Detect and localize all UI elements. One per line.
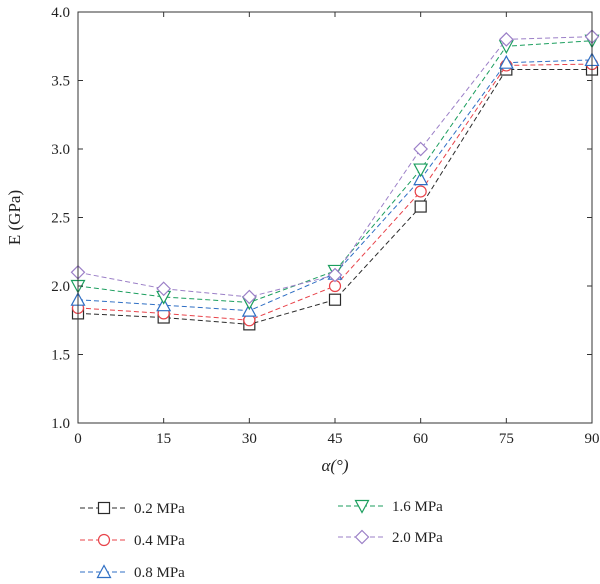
legend-marker: [96, 564, 112, 579]
y-tick-label: 3.5: [51, 74, 70, 90]
legend-marker: [354, 499, 370, 514]
data-point: [498, 54, 514, 69]
legend-label: 1.6 MPa: [392, 499, 443, 515]
data-point: [413, 163, 429, 178]
legend-marker: [354, 529, 370, 545]
y-tick-label: 2.5: [51, 211, 70, 227]
legend-label: 2.0 MPa: [392, 530, 443, 546]
y-tick-label: 1.5: [51, 348, 70, 364]
plot-frame: [77, 11, 593, 424]
data-point: [328, 293, 342, 306]
legend-item: 2.0 MPa: [338, 529, 443, 546]
legend-item: 0.2 MPa: [80, 501, 185, 517]
legend-label: 0.8 MPa: [134, 565, 185, 581]
y-tick-label: 4.0: [51, 5, 70, 21]
legend: 0.2 MPa 0.4 MPa 0.8 MPa 1.6 MPa 2.0 MPa: [80, 499, 443, 581]
y-tick-label: 3.0: [51, 142, 70, 158]
x-axis-label: α(°): [321, 456, 348, 475]
legend-item: 0.4 MPa: [80, 533, 185, 549]
legend-marker: [97, 501, 111, 515]
series-line: [77, 40, 593, 303]
legend-item: 1.6 MPa: [338, 499, 443, 515]
legend-label: 0.4 MPa: [134, 533, 185, 549]
data-point: [413, 141, 429, 157]
x-tick-label: 60: [413, 431, 428, 447]
x-tick-label: 45: [328, 431, 343, 447]
data-point: [498, 32, 514, 47]
data-point: [414, 200, 427, 213]
data-point: [327, 267, 343, 283]
y-axis-label: E (GPa): [5, 190, 24, 245]
y-tick-label: 2.0: [51, 279, 70, 295]
x-tick-label: 75: [499, 431, 514, 447]
data-point: [413, 171, 429, 186]
x-tick-label: 0: [74, 431, 82, 447]
x-tick-label: 90: [585, 431, 600, 447]
series-2-0-mpa: [70, 29, 600, 305]
x-tick-label: 15: [156, 431, 171, 447]
plot-area: [70, 29, 600, 331]
y-tick-label: 1.0: [51, 416, 70, 432]
series-line: [77, 36, 593, 298]
data-point: [414, 185, 427, 198]
legend-item: 0.8 MPa: [80, 564, 185, 581]
legend-label: 0.2 MPa: [134, 501, 185, 517]
legend-marker: [97, 533, 111, 547]
axes: 0 15 30 45 60 75 90 1.0 1.5 2.0 2.5 3.0 3.5 4.0: [51, 5, 599, 447]
data-point: [156, 281, 172, 297]
series-0-4-mpa: [71, 57, 599, 327]
x-tick-label: 30: [242, 431, 257, 447]
data-point: [241, 289, 257, 305]
